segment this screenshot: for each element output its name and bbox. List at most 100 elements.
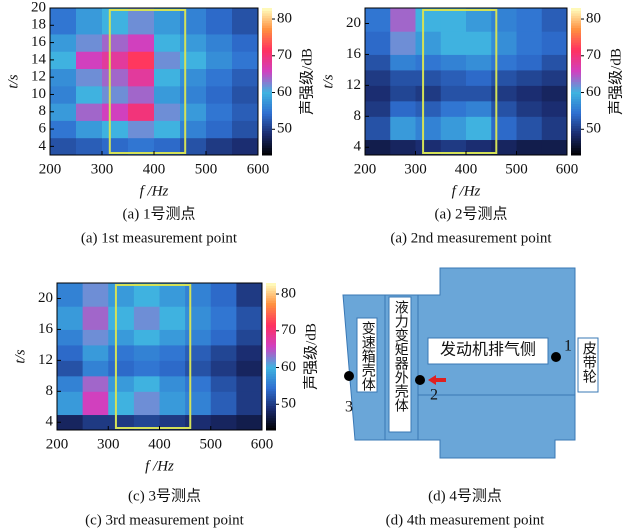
colorbar-step <box>266 425 276 429</box>
heat-cell <box>57 375 84 392</box>
heat-cell <box>128 68 155 87</box>
colorbar-step <box>262 130 272 134</box>
x-tick-label: 600 <box>247 161 270 177</box>
y-tick-label: 16 <box>346 46 362 62</box>
colorbar-step <box>571 110 581 114</box>
highlight <box>114 284 192 429</box>
heat-cell <box>365 31 391 55</box>
colorbar-step <box>571 81 581 85</box>
heat-cell <box>154 85 181 104</box>
y-tick-label: 12 <box>31 69 46 85</box>
heat-cell <box>365 139 391 156</box>
heat-cell <box>390 69 416 86</box>
y-axis-label: t/s <box>12 349 28 363</box>
y-tick-label: 20 <box>346 15 361 31</box>
heat-cell <box>50 137 77 156</box>
y-tick-label: 4 <box>354 139 362 155</box>
heat-cell <box>133 375 160 392</box>
x-axis-label: f /Hz <box>145 458 174 474</box>
colorbar-step <box>262 64 272 68</box>
point-label: 2 <box>430 387 438 404</box>
colorbar-step <box>266 371 276 375</box>
caption: (c) 3号测点 <box>128 487 201 504</box>
colorbar-step <box>571 125 581 129</box>
heat-cell <box>180 137 207 156</box>
colorbar-step <box>262 17 272 21</box>
heat-cell <box>128 103 155 121</box>
caption: (a) 1号测点 <box>123 205 196 222</box>
heat-cell <box>82 360 109 377</box>
x-tick-label: 200 <box>39 161 62 177</box>
colorbar-step <box>266 285 276 289</box>
colorbar-tick-label: 80 <box>586 10 601 26</box>
colorbar-step <box>262 106 272 109</box>
heat-cell <box>108 391 135 416</box>
colorbar-step <box>266 290 276 294</box>
arrow <box>428 375 446 385</box>
heat-cell <box>232 33 259 52</box>
heat-cell <box>516 116 543 141</box>
colorbar-step <box>262 61 272 65</box>
heat-cell <box>236 344 263 361</box>
colorbar-step <box>571 135 581 139</box>
colorbar-step <box>571 44 581 48</box>
heat-cell <box>390 8 416 32</box>
heat-cell <box>210 329 237 346</box>
y-tick-label: 10 <box>31 86 46 102</box>
heat-cell <box>516 8 543 32</box>
colorbar-tick-label: 60 <box>277 84 292 100</box>
heat-cell <box>390 85 416 102</box>
colorbar-step <box>262 25 272 29</box>
engine-label: 发动机排气侧 <box>440 341 536 359</box>
colorbar-step <box>262 88 272 92</box>
heat-cell <box>210 360 237 377</box>
heat-cell <box>415 54 442 71</box>
colorbar-step <box>266 309 276 313</box>
point <box>551 352 561 362</box>
heat-cell <box>365 85 391 102</box>
heat-cell <box>185 391 212 416</box>
heat-cell <box>541 31 568 55</box>
heat-cell <box>50 103 77 121</box>
heat-cell <box>206 103 233 121</box>
heat-cell <box>102 137 129 156</box>
colorbar-step <box>571 8 581 11</box>
colorbar-step <box>571 17 581 21</box>
colorbar-step <box>266 305 276 308</box>
heat-cell <box>440 100 467 117</box>
heat-cell <box>210 375 237 392</box>
heat-cell <box>76 8 103 35</box>
heat-cell <box>180 8 207 35</box>
colorbar-step <box>571 115 581 119</box>
colorbar-step <box>262 37 272 41</box>
y-tick-label: 8 <box>46 383 54 399</box>
heat-cell <box>516 54 543 71</box>
heat-cell <box>365 54 391 71</box>
colorbar-step <box>266 351 276 355</box>
colorbar-step <box>262 52 272 56</box>
colorbar-step <box>266 381 276 384</box>
heat-cell <box>232 51 259 70</box>
heat-cell <box>232 85 259 104</box>
colorbar-step <box>262 12 272 16</box>
colorbar-step <box>571 150 581 154</box>
point <box>344 371 354 381</box>
colorbar-step <box>266 388 276 392</box>
colorbar-tick-label: 70 <box>277 47 292 63</box>
heat-cell <box>232 120 259 139</box>
heat-cell <box>50 85 77 104</box>
colorbar-step <box>266 390 276 394</box>
colorbar-step <box>262 93 272 97</box>
heat-cell <box>415 31 442 55</box>
heat-cell <box>57 344 84 361</box>
heat-cell <box>440 139 467 156</box>
heat-cell <box>76 120 103 139</box>
heat-cell <box>365 69 391 86</box>
heat-cell <box>76 51 103 70</box>
x-tick-label: 400 <box>455 161 478 177</box>
x-axis-label: f /Hz <box>452 183 481 199</box>
colorbar-step <box>571 69 581 73</box>
heat-cell <box>57 329 84 346</box>
heat-cell <box>76 103 103 121</box>
heat-cell <box>128 85 155 104</box>
